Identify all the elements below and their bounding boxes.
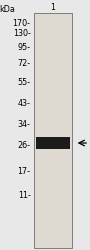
Text: 43-: 43- <box>18 99 31 108</box>
Text: 170-: 170- <box>13 19 31 28</box>
Text: 1: 1 <box>51 3 56 12</box>
Text: 95-: 95- <box>17 42 31 51</box>
Text: 11-: 11- <box>18 190 31 200</box>
Text: 130-: 130- <box>13 29 31 38</box>
Text: 72-: 72- <box>17 59 31 68</box>
Text: 17-: 17- <box>18 168 31 176</box>
Text: 26-: 26- <box>18 140 31 149</box>
Bar <box>36 137 70 149</box>
Text: 34-: 34- <box>18 120 31 129</box>
Text: kDa: kDa <box>0 5 15 14</box>
Bar <box>34 12 72 248</box>
Text: 55-: 55- <box>17 78 31 87</box>
